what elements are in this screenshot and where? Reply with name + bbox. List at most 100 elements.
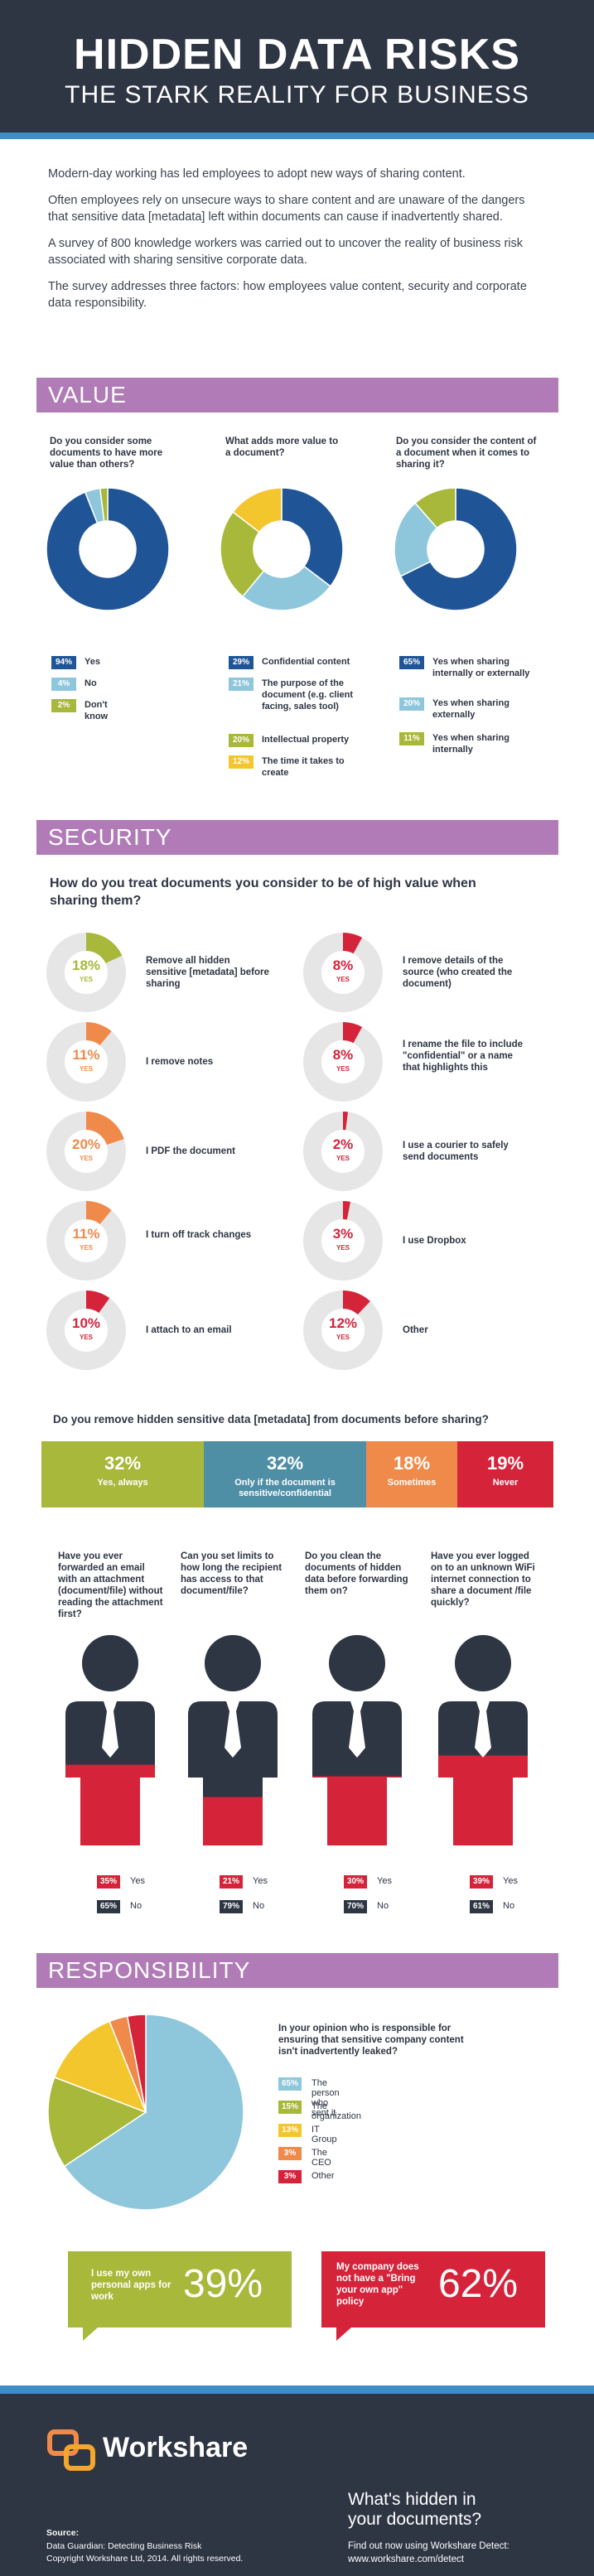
responsibility-pie [47,2014,244,2211]
bar-segment: 32% Yes, always [41,1441,204,1507]
security-label: Remove all hidden sensitive [metadata] b… [146,956,269,989]
page-title: HIDDEN DATA RISKS [74,31,520,79]
intro-text: Modern-day working has led employees to … [48,166,545,321]
person-body-yes [65,1764,155,1845]
donut-value-arc [343,1022,363,1044]
legend-label: Yes when sharing internally or externall… [432,657,530,678]
security-percent: 12% [328,1315,358,1331]
legend-badge: 4% [51,678,76,691]
yes-badge: 30% [344,1875,367,1889]
pie-slice-1 [399,487,518,611]
metadata-question: Do you remove hidden sensitive data [met… [53,1413,489,1425]
security-label: I turn off track changes [146,1230,252,1240]
person-tie [102,1701,118,1758]
stat-byoa-label: My company does not have a "Bring your o… [336,2262,419,2307]
security-donut [303,1201,383,1281]
legend-badge: 2% [51,699,76,712]
page-subtitle: THE STARK REALITY FOR BUSINESS [65,81,529,109]
segment-label: Sometimes [387,1478,437,1488]
security-label: I use a courier to safely send documents [403,1141,509,1162]
intro-paragraph: The survey addresses three factors: how … [48,280,527,310]
value-donut-2 [220,487,344,611]
speech-bubble-shape [321,2251,545,2341]
metadata-stacked-bar: 32% Yes, always 32% Only if the document is… [41,1441,553,1507]
yes-badge: 21% [220,1875,243,1889]
person-tie [349,1701,365,1758]
security-percent: 10% [71,1315,101,1331]
responsibility-legend: 65% The person who sent it 15% The organ… [278,2077,494,2202]
security-label: I remove notes [146,1057,214,1067]
person-body-yes [312,1776,402,1845]
security-item: 18% YES Remove all hidden sensitive [metad… [46,933,320,1015]
security-item: 11% YES I remove notes [46,1022,320,1105]
no-badge: 79% [220,1900,243,1913]
value-legend-2: 29% Confidential content 21% The purpose… [229,656,374,797]
legend-label: The person who sent it [311,2078,340,2118]
person-figure [188,1635,278,1845]
security-label: I rename the file to include "confidenti… [403,1040,524,1073]
security-yes-label: YES [336,1334,350,1341]
legend-label: IT Group [311,2125,337,2144]
person-head [455,1635,511,1691]
person-tie [225,1701,241,1758]
security-label: I attach to an email [146,1325,232,1335]
person-tie [475,1701,491,1758]
legend-label: Confidential content [262,657,350,667]
donut-value-arc [86,1112,124,1145]
legend-badge: 94% [51,656,76,669]
security-yes-label: YES [79,1065,93,1073]
security-yes-label: YES [336,1244,350,1252]
donut-value-arc [86,933,123,963]
security-item: 8% YES I rename the file to include "confi… [303,1022,577,1105]
person-head [205,1635,261,1691]
bar-segment: 18% Sometimes [366,1441,457,1507]
no-label: No [130,1901,142,1911]
pie-slice-2 [47,2076,147,2168]
legend-label: Yes when sharing externally [432,698,509,720]
people-question-2: Can you set limits to how long the recip… [181,1551,283,1596]
legend-badge: 3% [278,2147,302,2160]
value-question-2: What adds more value to a document? [225,437,339,458]
intro-paragraph: A survey of 800 knowledge workers was ca… [48,237,524,267]
legend-label: The organization [311,2101,361,2121]
value-question-3: Do you consider the content of a documen… [396,437,537,470]
yes-label: Yes [503,1876,518,1886]
value-donut-3 [394,487,518,611]
legend-badge: 29% [229,656,254,669]
security-label: Other [403,1325,428,1335]
stat-own-apps-value: 39% [182,2262,263,2306]
donut-value-arc [86,1290,110,1313]
security-donut [46,1290,126,1370]
donut-value-arc [343,1290,370,1315]
security-percent: 3% [332,1226,354,1242]
security-item: 11% YES I turn off track changes [46,1201,320,1284]
legend-label: Other [311,2171,335,2181]
segment-label: Never [492,1478,519,1488]
footer-cta-link[interactable]: www.workshare.com/detect [348,2554,464,2564]
no-label: No [503,1901,515,1911]
legend-badge: 3% [278,2170,302,2183]
source-line-1: Data Guardian: Detecting Business Risk [46,2541,202,2551]
security-donut [303,1022,383,1102]
stat-box-byoa-bg [321,2251,545,2341]
security-item: 2% YES I use a courier to safely send docu… [303,1112,577,1194]
legend-label: Yes when sharing internally [432,733,509,755]
yes-badge: 35% [97,1875,120,1889]
security-percent: 8% [332,958,354,973]
pie-slice-5 [126,2014,147,2113]
security-percent: 18% [71,958,101,973]
segment-label: Yes, always [97,1478,148,1488]
pie-slice-3 [220,511,265,598]
security-donut [303,1290,383,1370]
security-yes-label: YES [336,976,350,983]
security-donut [303,1112,383,1191]
speech-bubble-shape [68,2251,292,2341]
donut-value-arc [86,1022,112,1045]
legend-label: Intellectual property [262,735,350,745]
value-legend-1: 94% Yes 4% No 2% Don't know [51,656,200,739]
legend-badge: 20% [229,734,254,747]
people-question-1: Have you ever forwarded an email with an… [58,1551,163,1619]
person-body-yes [188,1797,278,1845]
security-percent: 11% [72,1047,100,1063]
pie-slice-3 [99,487,109,523]
